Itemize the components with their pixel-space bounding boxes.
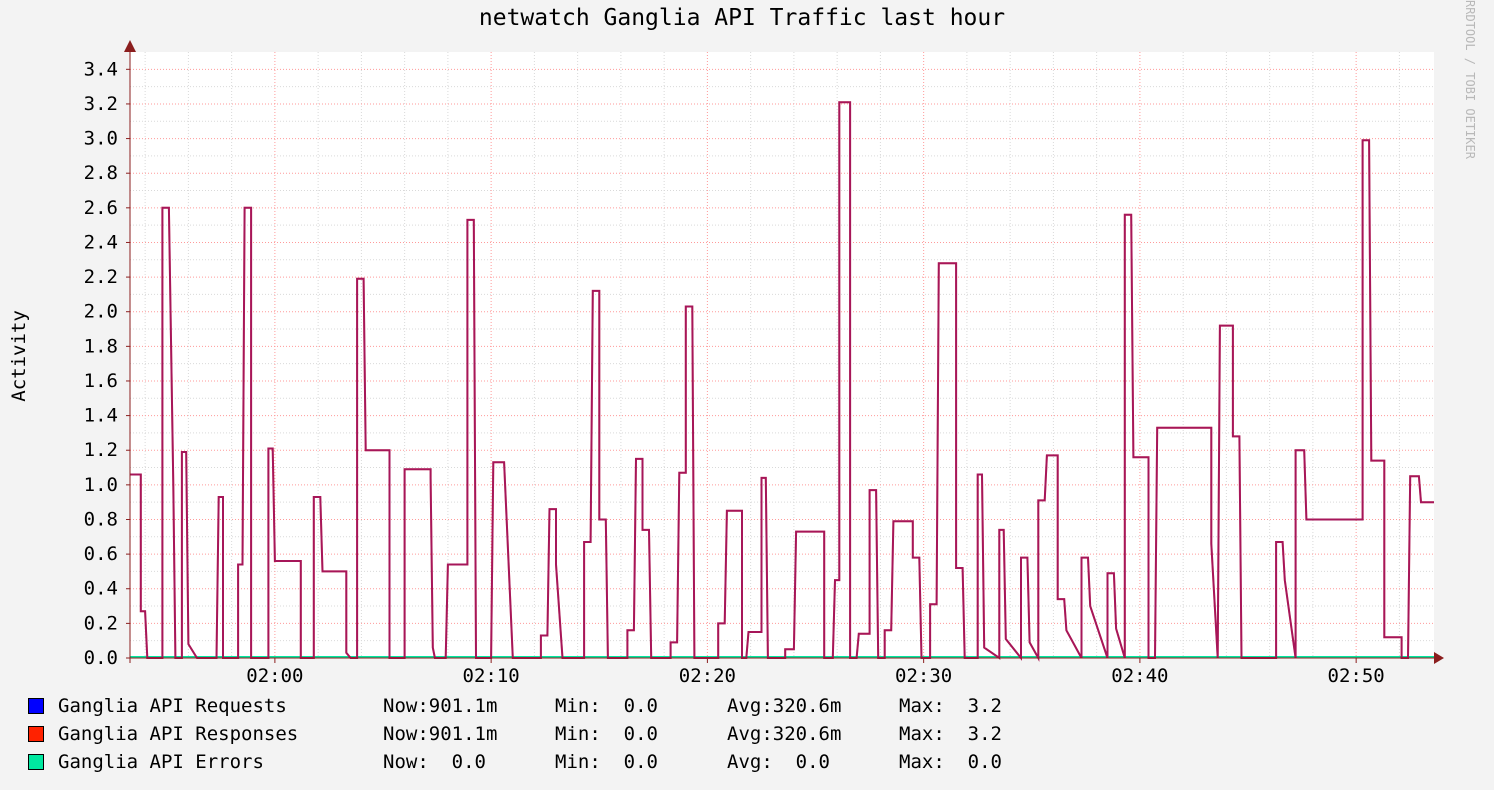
y-tick-label: 0.2 — [84, 612, 118, 634]
axes — [124, 40, 1444, 664]
major-grid — [130, 52, 1434, 658]
legend-max-value: Max: 0.0 — [899, 751, 1002, 773]
y-tick-label: 0.6 — [84, 543, 118, 565]
legend-swatch — [28, 726, 44, 742]
plot-area — [130, 52, 1434, 658]
legend-min-value: Min: 0.0 — [555, 695, 658, 717]
y-tick-label: 2.6 — [84, 197, 118, 219]
y-tick-label: 1.6 — [84, 370, 118, 392]
legend-avg-value: Avg:320.6m — [727, 723, 842, 745]
x-tick-label: 02:00 — [246, 665, 303, 687]
x-tick-label: 02:40 — [1111, 665, 1168, 687]
y-tick-label: 3.4 — [84, 58, 118, 80]
y-axis-arrow — [124, 40, 136, 52]
y-axis-label: Activity — [8, 310, 30, 402]
y-tick-label: 1.0 — [84, 474, 118, 496]
rrdtool-watermark: RRDTOOL / TOBI OETIKER — [1463, 0, 1477, 160]
y-axis-ticks: 0.0 0.2 0.4 0.6 0.8 1.0 1.2 1.4 1.6 1.8 2.0 2.2 2.4 2… — [84, 58, 130, 669]
y-tick-label: 2.0 — [84, 301, 118, 323]
legend-swatch — [28, 698, 44, 714]
y-tick-label: 2.4 — [84, 231, 118, 253]
legend-avg-value: Avg:320.6m — [727, 695, 842, 717]
legend-max-value: Max: 3.2 — [899, 695, 1002, 717]
y-tick-label: 2.2 — [84, 266, 118, 288]
x-axis-arrow — [1434, 652, 1444, 664]
legend-label: Ganglia API Requests — [58, 695, 287, 717]
y-tick-label: 2.8 — [84, 162, 118, 184]
legend-max-value: Max: 3.2 — [899, 723, 1002, 745]
legend-label: Ganglia API Responses — [58, 723, 299, 745]
legend-min-value: Min: 0.0 — [555, 751, 658, 773]
legend-min-value: Min: 0.0 — [555, 723, 658, 745]
legend-avg-value: Avg: 0.0 — [727, 751, 830, 773]
y-tick-label: 0.8 — [84, 508, 118, 530]
x-tick-label: 02:50 — [1328, 665, 1385, 687]
x-tick-label: 02:30 — [895, 665, 952, 687]
y-tick-label: 1.8 — [84, 335, 118, 357]
y-tick-label: 1.4 — [84, 405, 118, 427]
legend-now-value: Now: 0.0 — [383, 751, 486, 773]
y-tick-label: 0.0 — [84, 647, 118, 669]
y-tick-label: 3.2 — [84, 93, 118, 115]
legend-now-value: Now:901.1m — [383, 695, 498, 717]
x-axis-ticks: 02:00 02:10 02:20 02:30 02:40 02:50 — [246, 658, 1385, 687]
x-tick-label: 02:20 — [679, 665, 736, 687]
y-tick-label: 3.0 — [84, 128, 118, 150]
x-tick-label: 02:10 — [463, 665, 520, 687]
chart-title: netwatch Ganglia API Traffic last hour — [479, 5, 1005, 31]
legend-label: Ganglia API Errors — [58, 751, 264, 773]
legend-swatch — [28, 754, 44, 770]
chart-svg: netwatch Ganglia API Traffic last hour A… — [8, 0, 1477, 687]
y-tick-label: 0.4 — [84, 578, 118, 600]
legend-now-value: Now:901.1m — [383, 723, 498, 745]
y-tick-label: 1.2 — [84, 439, 118, 461]
